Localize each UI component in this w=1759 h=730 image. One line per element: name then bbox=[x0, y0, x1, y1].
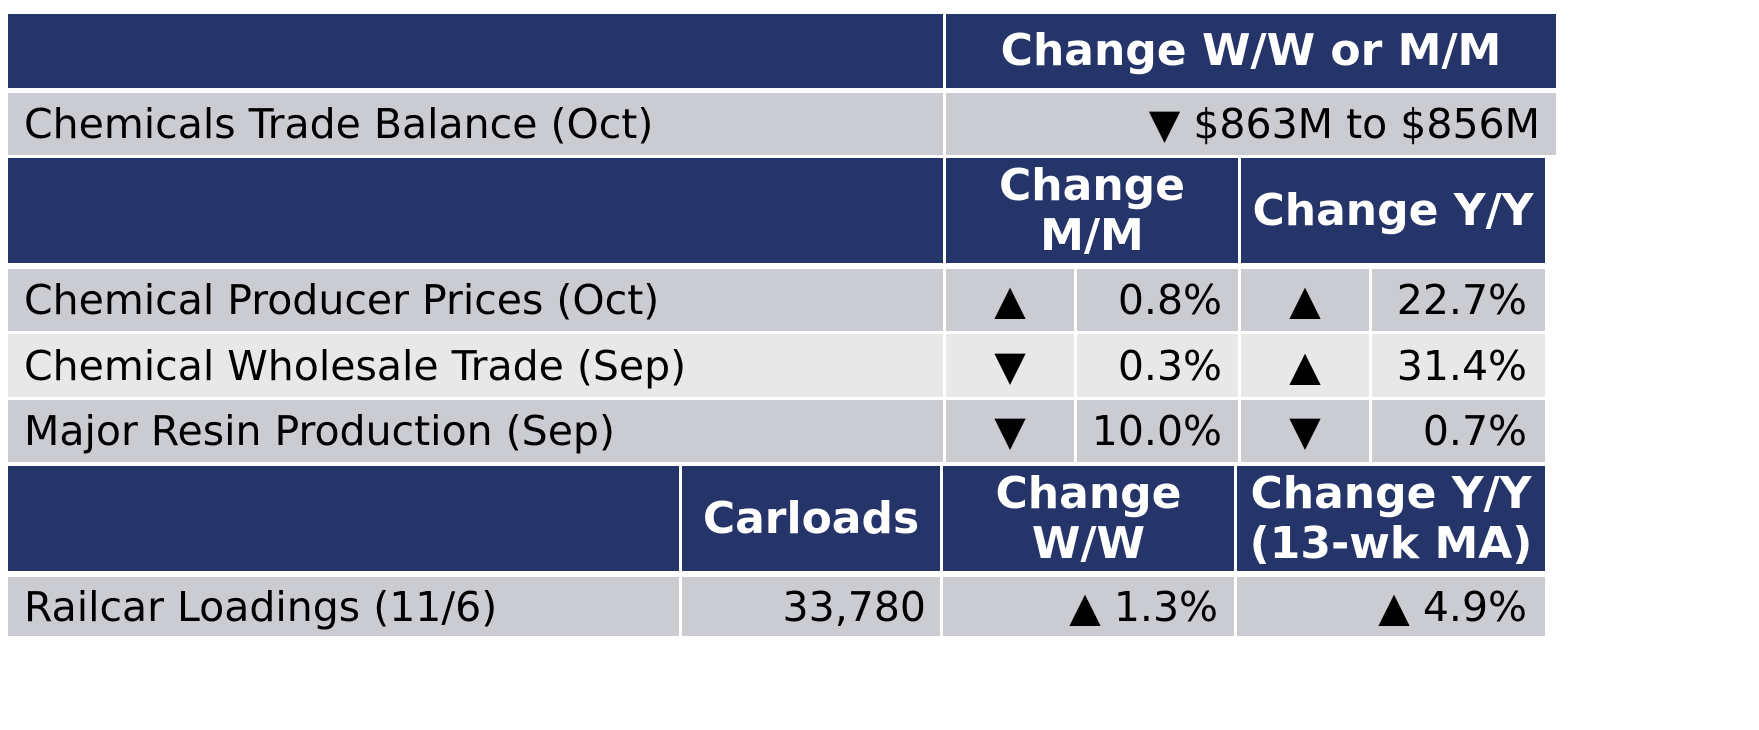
trade-balance-label-text: Chemicals Trade Balance (Oct) bbox=[24, 100, 654, 148]
header-blank-1 bbox=[8, 14, 943, 88]
row-yy-value-text: 22.7% bbox=[1396, 276, 1527, 324]
railcar-ww-value: ▲ 1.3% bbox=[943, 577, 1234, 636]
row-mm-value-text: 10.0% bbox=[1091, 407, 1222, 455]
header-blank-2 bbox=[8, 158, 943, 263]
header-carloads-text: Carloads bbox=[702, 492, 920, 544]
header-change-yy: Change Y/Y bbox=[1241, 158, 1545, 263]
header-change-ww-mm-text: Change W/W or M/M bbox=[1000, 25, 1502, 77]
row-wholesale-trade-yy-value: 31.4% bbox=[1372, 334, 1545, 397]
railcar-label: Railcar Loadings (11/6) bbox=[8, 577, 679, 636]
up-arrow-icon: ▲ bbox=[1289, 341, 1321, 390]
row-resin-production-yy-value: 0.7% bbox=[1372, 400, 1545, 462]
row-wholesale-trade-mm-arrow: ▼ bbox=[946, 334, 1074, 397]
up-arrow-icon: ▲ bbox=[994, 276, 1026, 324]
row-resin-production-label: Major Resin Production (Sep) bbox=[8, 400, 943, 462]
trade-balance-label: Chemicals Trade Balance (Oct) bbox=[8, 93, 943, 155]
down-arrow-icon: ▼ bbox=[994, 407, 1026, 455]
row-yy-value-text: 0.7% bbox=[1422, 407, 1527, 455]
railcar-yy-text: ▲ 4.9% bbox=[1378, 582, 1527, 631]
railcar-label-text: Railcar Loadings (11/6) bbox=[24, 582, 498, 631]
row-resin-production-mm-value: 10.0% bbox=[1077, 400, 1238, 462]
row-label-text: Major Resin Production (Sep) bbox=[24, 407, 615, 455]
header-blank-3 bbox=[8, 466, 679, 571]
row-producer-prices-yy-arrow: ▲ bbox=[1241, 269, 1369, 331]
row-producer-prices-mm-value: 0.8% bbox=[1077, 269, 1238, 331]
trade-balance-value-text: ▼ $863M to $856M bbox=[1148, 100, 1540, 148]
header-change-ww-line2: W/W bbox=[1031, 517, 1146, 569]
row-producer-prices-mm-arrow: ▲ bbox=[946, 269, 1074, 331]
header-change-yy-13wk-line2: (13-wk MA) bbox=[1249, 517, 1533, 569]
header-change-yy-13wk: Change Y/Y (13-wk MA) bbox=[1237, 466, 1545, 571]
railcar-yy-value: ▲ 4.9% bbox=[1237, 577, 1545, 636]
row-wholesale-trade-label: Chemical Wholesale Trade (Sep) bbox=[8, 334, 943, 397]
header-change-ww-line1: Change bbox=[995, 468, 1182, 520]
row-wholesale-trade-yy-arrow: ▲ bbox=[1241, 334, 1369, 397]
row-yy-value-text: 31.4% bbox=[1396, 341, 1527, 390]
header-change-ww: Change W/W bbox=[943, 466, 1234, 571]
row-wholesale-trade-mm-value: 0.3% bbox=[1077, 334, 1238, 397]
row-mm-value-text: 0.3% bbox=[1117, 341, 1222, 390]
header-change-mm-line2: M/M bbox=[1040, 209, 1144, 261]
down-arrow-icon: ▼ bbox=[1289, 407, 1321, 455]
header-change-yy-13wk-line1: Change Y/Y bbox=[1250, 468, 1532, 520]
trade-balance-value: ▼ $863M to $856M bbox=[946, 93, 1556, 155]
header-change-ww-mm: Change W/W or M/M bbox=[946, 14, 1556, 88]
header-change-mm-line1: Change bbox=[999, 160, 1185, 212]
railcar-ww-text: ▲ 1.3% bbox=[1069, 582, 1218, 631]
row-mm-value-text: 0.8% bbox=[1117, 276, 1222, 324]
railcar-carloads-text: 33,780 bbox=[782, 582, 926, 631]
row-label-text: Chemical Wholesale Trade (Sep) bbox=[24, 341, 687, 390]
row-resin-production-yy-arrow: ▼ bbox=[1241, 400, 1369, 462]
railcar-carloads-value: 33,780 bbox=[682, 577, 940, 636]
row-producer-prices-yy-value: 22.7% bbox=[1372, 269, 1545, 331]
header-change-yy-text: Change Y/Y bbox=[1252, 184, 1534, 236]
header-change-mm: Change M/M bbox=[946, 158, 1238, 263]
header-carloads: Carloads bbox=[682, 466, 940, 571]
down-arrow-icon: ▼ bbox=[994, 341, 1026, 390]
row-producer-prices-label: Chemical Producer Prices (Oct) bbox=[8, 269, 943, 331]
row-label-text: Chemical Producer Prices (Oct) bbox=[24, 276, 660, 324]
up-arrow-icon: ▲ bbox=[1289, 276, 1321, 324]
row-resin-production-mm-arrow: ▼ bbox=[946, 400, 1074, 462]
